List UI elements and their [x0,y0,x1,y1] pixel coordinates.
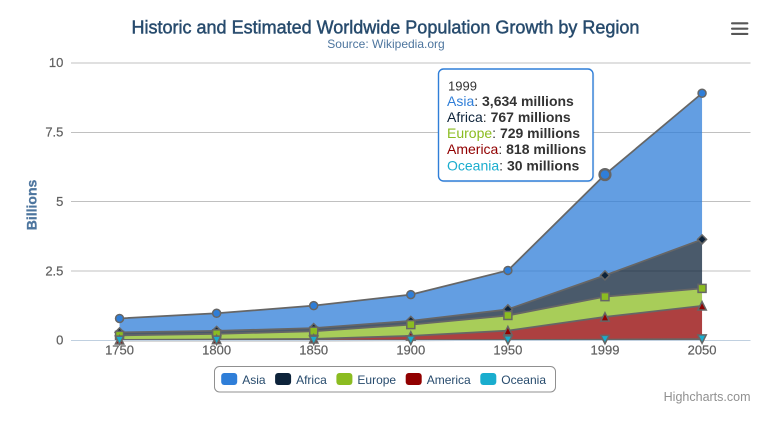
svg-text:Europe: 729 millions: Europe: 729 millions [447,125,580,141]
svg-text:5: 5 [56,194,63,209]
svg-text:America: 818 millions: America: 818 millions [447,141,586,157]
svg-text:1999: 1999 [448,78,477,93]
svg-text:Asia: Asia [242,373,266,387]
svg-text:1900: 1900 [396,343,425,358]
svg-text:Africa: Africa [296,373,327,387]
svg-text:Highcharts.com: Highcharts.com [664,390,751,404]
svg-text:1750: 1750 [105,343,134,358]
svg-text:2050: 2050 [688,343,717,358]
svg-text:Billions: Billions [24,180,40,231]
svg-text:2.5: 2.5 [45,263,63,278]
svg-text:America: America [427,373,471,387]
svg-text:Historic and Estimated Worldwi: Historic and Estimated Worldwide Populat… [132,18,640,38]
svg-text:7.5: 7.5 [45,125,63,140]
svg-text:Oceania: Oceania [501,373,546,387]
svg-text:1850: 1850 [299,343,328,358]
svg-text:1800: 1800 [202,343,231,358]
svg-text:10: 10 [49,55,63,70]
svg-text:Oceania: 30 millions: Oceania: 30 millions [447,157,580,173]
svg-text:0: 0 [56,333,63,348]
svg-text:Asia: 3,634 millions: Asia: 3,634 millions [447,93,574,109]
svg-text:Africa: 767 millions: Africa: 767 millions [447,109,571,125]
svg-text:Source: Wikipedia.org: Source: Wikipedia.org [327,37,444,51]
svg-text:Europe: Europe [357,373,396,387]
svg-text:1950: 1950 [493,343,522,358]
svg-text:1999: 1999 [591,343,620,358]
